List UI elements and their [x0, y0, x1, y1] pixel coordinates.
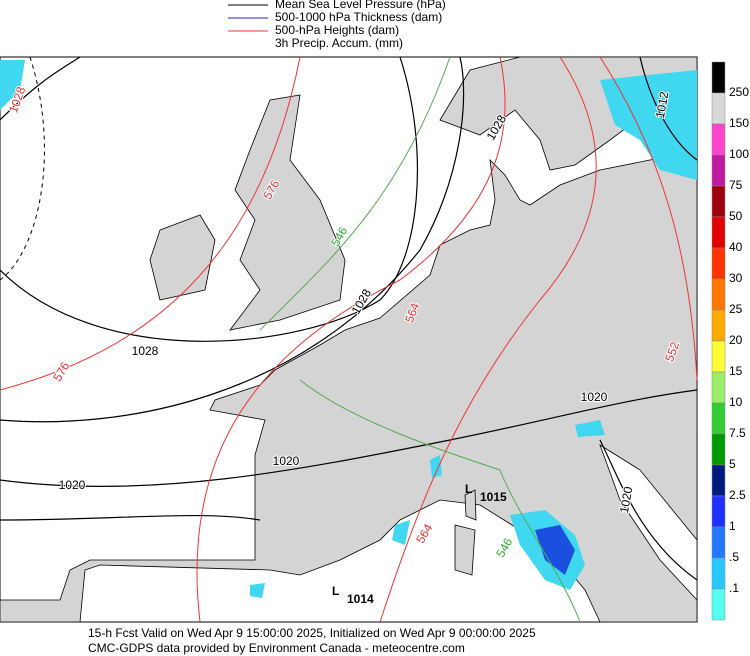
colorbar-bin: [711, 557, 726, 590]
isobar: [0, 56, 419, 342]
colorbar-bin: [711, 92, 726, 125]
colorbar-label: 15: [729, 364, 743, 378]
colorbar-bin: [711, 495, 726, 528]
colorbar-bin: [711, 588, 726, 621]
colorbar-label: 2.5: [729, 488, 746, 502]
height-contour: [599, 56, 698, 381]
sardinia: [454, 524, 476, 576]
precipitation-heavy: [535, 525, 575, 575]
low-pressure: 1014: [347, 592, 374, 606]
colorbar-bin: [711, 309, 726, 342]
isobar: [0, 389, 698, 488]
isobar: [599, 439, 698, 581]
colorbar-label: .1: [729, 581, 739, 595]
colorbar-bin: [711, 340, 726, 373]
low-letter: L: [465, 482, 472, 496]
ireland: [149, 214, 216, 301]
colorbar-label: 10: [729, 395, 743, 409]
map: [0, 56, 698, 623]
colorbar-bin: [711, 526, 726, 559]
low-letter: L: [332, 584, 339, 598]
contour-label: 1012: [653, 90, 671, 119]
legend-label: 3h Precip. Accum. (mm): [275, 36, 403, 50]
height-contour: [196, 56, 506, 623]
colorbar-label: 25: [729, 302, 743, 316]
colorbar-label: .5: [729, 550, 739, 564]
colorbar-label: 1: [729, 519, 736, 533]
colorbar-bin: [711, 433, 726, 466]
colorbar-label: 30: [729, 271, 743, 285]
colorbar-bin: [711, 185, 726, 218]
legend: [228, 4, 268, 32]
contour-label: 552: [662, 340, 682, 364]
contour-label: 1020: [617, 485, 635, 514]
isobar: [639, 56, 698, 161]
contour-label: 1020: [581, 390, 608, 404]
footer-line: CMC-GDPS data provided by Environment Ca…: [88, 641, 465, 655]
great-britain: [229, 94, 346, 331]
isobar: [0, 56, 81, 121]
thickness-line: [0, 56, 45, 281]
isobar: [0, 56, 465, 423]
low-pressure: 1015: [480, 490, 507, 504]
colorbar-bin: [711, 216, 726, 249]
legend-label: Mean Sea Level Pressure (hPa): [275, 0, 446, 11]
footer-line: 15-h Fcst Valid on Wed Apr 9 15:00:00 20…: [88, 626, 536, 640]
adriatic-sea: [599, 444, 698, 602]
colorbar-bin: [711, 247, 726, 280]
colorbar-bin: [711, 371, 726, 404]
contour-label: 1028: [132, 344, 159, 358]
colorbar-bin: [711, 464, 726, 497]
colorbar-label: 100: [729, 147, 749, 161]
colorbar-label: 5: [729, 457, 736, 471]
colorbar-label: 20: [729, 333, 743, 347]
colorbar-label: 75: [729, 178, 743, 192]
thickness-contour: [299, 379, 581, 623]
legend-label: 500-hPa Heights (dam): [275, 23, 399, 37]
colorbar-label: 40: [729, 240, 743, 254]
height-contour: [379, 56, 597, 623]
isobar: [0, 514, 261, 521]
colorbar-bin: [711, 61, 726, 94]
contour-label: 1020: [273, 454, 300, 468]
thickness-contour: [259, 56, 451, 331]
colorbar-label: 250: [729, 85, 749, 99]
colorbar-bin: [711, 278, 726, 311]
colorbar-bin: [711, 123, 726, 156]
height-contour: [0, 56, 301, 391]
colorbar-label: 50: [729, 209, 743, 223]
colorbar-bin: [711, 402, 726, 435]
corsica: [464, 489, 477, 521]
legend-label: 500-1000 hPa Thickness (dam): [275, 10, 442, 24]
contour-label: 1020: [59, 478, 86, 492]
colorbar-label: 150: [729, 116, 749, 130]
continent: [0, 149, 698, 623]
colorbar-bin: [711, 154, 726, 187]
colorbar-label: 7.5: [729, 426, 746, 440]
